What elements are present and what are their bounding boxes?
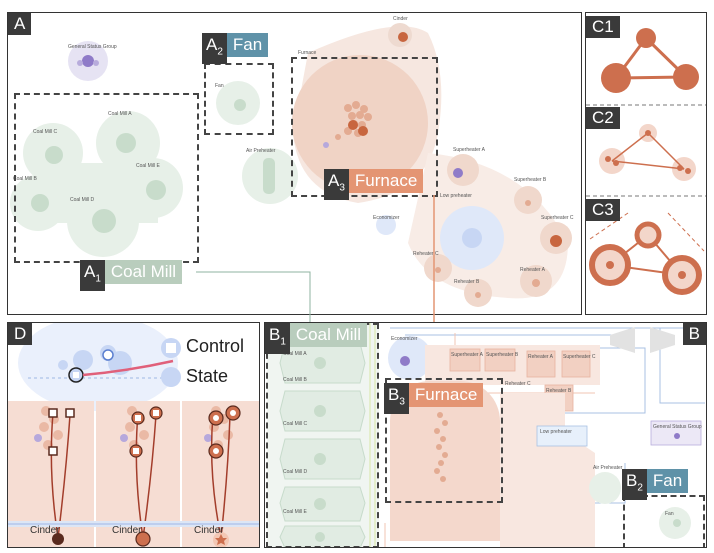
label-coal-mill-e: Coal Mill E — [136, 163, 160, 169]
b-coal-mill-d: Coal Mill D — [283, 469, 308, 475]
b-furnace-highlight-box — [385, 378, 503, 503]
b-low-preheater: Low preheater — [540, 429, 572, 435]
tag-b3-sub: 3 — [399, 396, 405, 408]
label-air-preheater: Air Preheater — [246, 148, 276, 154]
tag-b1-coal-mill: B1 Coal Mill — [265, 323, 368, 355]
tag-a2-text: Fan — [226, 33, 269, 57]
tag-b1-sub: 1 — [280, 336, 286, 348]
label-superheater-b: Superheater B — [514, 177, 547, 183]
panel-a: General Status Group Coal Mill A Coal Mi… — [7, 12, 582, 315]
tag-b2-fan: B2 Fan — [622, 469, 689, 501]
panel-c1-text: C1 — [592, 17, 614, 36]
panel-b-label: B — [682, 323, 706, 345]
fan-highlight-box — [204, 63, 274, 135]
b-superheater-a: Superheater A — [451, 352, 483, 358]
tag-b3-num: B — [388, 385, 400, 404]
furnace-highlight-box — [291, 57, 438, 197]
b-coal-mill-e: Coal Mill E — [283, 509, 307, 515]
b-fan-highlight-box — [623, 495, 705, 547]
tag-a3-sub: 3 — [339, 182, 345, 194]
panel-b: Coal Mill A Coal Mill B Coal Mill C Coal… — [264, 322, 707, 548]
tag-a3-furnace: A3 Furnace — [324, 169, 424, 201]
panel-c2-label: C2 — [586, 107, 620, 129]
b-superheater-c: Superheater C — [563, 354, 596, 360]
b-superheater-b: Superheater B — [486, 352, 519, 358]
panel-c3-text: C3 — [592, 200, 614, 219]
tag-a1-coal-mill: A1 Coal Mill — [80, 260, 183, 292]
tag-b1-num: B — [269, 325, 281, 344]
tag-a2-fan: A2 Fan — [202, 33, 269, 65]
coal-mill-highlight-box — [14, 93, 199, 263]
b-air-preheater: Air Preheater — [593, 465, 623, 471]
tag-b2-text: Fan — [646, 469, 689, 493]
tag-b2-num: B — [626, 471, 638, 490]
panel-c1-label: C1 — [586, 16, 620, 38]
b-reheater-b: Reheater B — [546, 388, 572, 394]
label-superheater-a: Superheater A — [453, 147, 485, 153]
panel-d-label: D — [8, 323, 33, 345]
label-coal-mill-a: Coal Mill A — [108, 111, 132, 117]
label-reheater-c: Reheater C — [413, 251, 439, 257]
label-low-preheater: Low preheater — [440, 193, 472, 199]
label-reheater-b: Reheater B — [454, 279, 480, 285]
b-coal-mill-c: Coal Mill C — [283, 421, 308, 427]
tag-a2-sub: 2 — [217, 46, 223, 58]
tag-a1-sub: 1 — [95, 273, 101, 285]
tag-b3-text: Furnace — [408, 383, 484, 407]
label-general-status: General Status Group — [68, 44, 117, 50]
label-superheater-c: Superheater C — [541, 215, 574, 221]
d-cinder-3: Cinder — [194, 525, 224, 536]
panel-a-label: A — [8, 13, 32, 35]
tag-a1-text: Coal Mill — [104, 260, 183, 284]
b-coal-mill-b: Coal Mill B — [283, 377, 307, 383]
legend-control-label: Control — [186, 336, 245, 356]
b-economizer: Economizer — [391, 336, 418, 342]
b-reheater-c: Reheater C — [505, 381, 531, 387]
panel-c: C1 C2 C3 — [585, 12, 707, 315]
label-reheater-a: Reheater A — [520, 267, 546, 273]
label-furnace: Furnace — [298, 50, 317, 56]
tag-b1-text: Coal Mill — [289, 323, 368, 347]
b-general-status: General Status Group — [653, 424, 702, 430]
label-coal-mill-d: Coal Mill D — [70, 197, 95, 203]
label-coal-mill-c: Coal Mill C — [33, 129, 58, 135]
b-coal-mill-highlight-box — [266, 323, 379, 547]
tag-b3-furnace: B3 Furnace — [384, 383, 484, 415]
panel-d: Cinder Cinder Cinder Control State D — [7, 322, 260, 548]
d-cinder-1: Cinder — [30, 525, 60, 536]
b-fan: Fan — [665, 511, 674, 517]
panel-c3-label: C3 — [586, 199, 620, 221]
label-economizer: Economizer — [373, 215, 400, 221]
legend-state-label: State — [186, 366, 229, 386]
label-cinder: Cinder — [393, 16, 408, 22]
panel-c2-text: C2 — [592, 108, 614, 127]
panel-c-graphs — [586, 28, 706, 295]
panel-d-graphics — [8, 323, 259, 547]
tag-b2-sub: 2 — [637, 482, 643, 494]
tag-a3-num: A — [328, 171, 340, 190]
tag-a3-text: Furnace — [348, 169, 424, 193]
b-reheater-a: Reheater A — [528, 354, 554, 360]
label-fan: Fan — [215, 83, 224, 89]
label-coal-mill-b: Coal Mill B — [13, 176, 37, 182]
tag-a2-num: A — [206, 35, 218, 54]
b-coal-mill-a: Coal Mill A — [283, 351, 307, 357]
d-cinder-2: Cinder — [112, 525, 142, 536]
panel-a-graph — [10, 23, 572, 307]
tag-a1-num: A — [84, 262, 96, 281]
